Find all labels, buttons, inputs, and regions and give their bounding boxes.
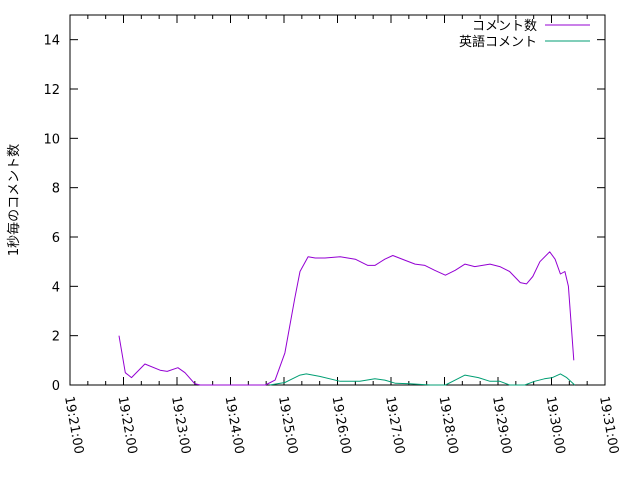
x-tick-label: 19:25:00 [275,395,300,455]
x-tick-label: 19:30:00 [543,395,568,455]
x-tick-label: 19:21:00 [61,395,86,455]
x-tick-label: 19:26:00 [329,395,354,455]
x-tick-label: 19:22:00 [115,395,140,455]
series-line [269,373,576,386]
series-line [118,251,575,386]
legend-label: 英語コメント [459,34,537,50]
y-tick-label: 10 [43,132,60,147]
y-tick-label: 8 [52,182,60,197]
x-tick-label: 19:29:00 [489,395,514,455]
x-tick-label: 19:24:00 [222,395,247,455]
y-tick-label: 14 [43,34,60,49]
axes: 0 2 4 6 8 10 12 14 19:21:00 19:22:00 19:23:00 19:24… [43,14,621,455]
y-tick-label: 6 [52,231,60,246]
y-tick-label: 0 [52,379,60,394]
x-tick-label: 19:23:00 [168,395,193,455]
y-axis-label: 1秒毎のコメント数 [6,144,22,256]
series-layer [118,251,576,386]
y-tick-label: 4 [52,280,60,295]
y-tick-label: 2 [52,330,60,345]
legend-label: コメント数 [472,19,537,34]
x-tick-label: 19:31:00 [596,395,621,455]
plot-border [69,14,606,386]
x-tick-label: 19:28:00 [436,395,461,455]
y-tick-label: 12 [43,83,60,98]
x-tick-label: 19:27:00 [382,395,407,455]
